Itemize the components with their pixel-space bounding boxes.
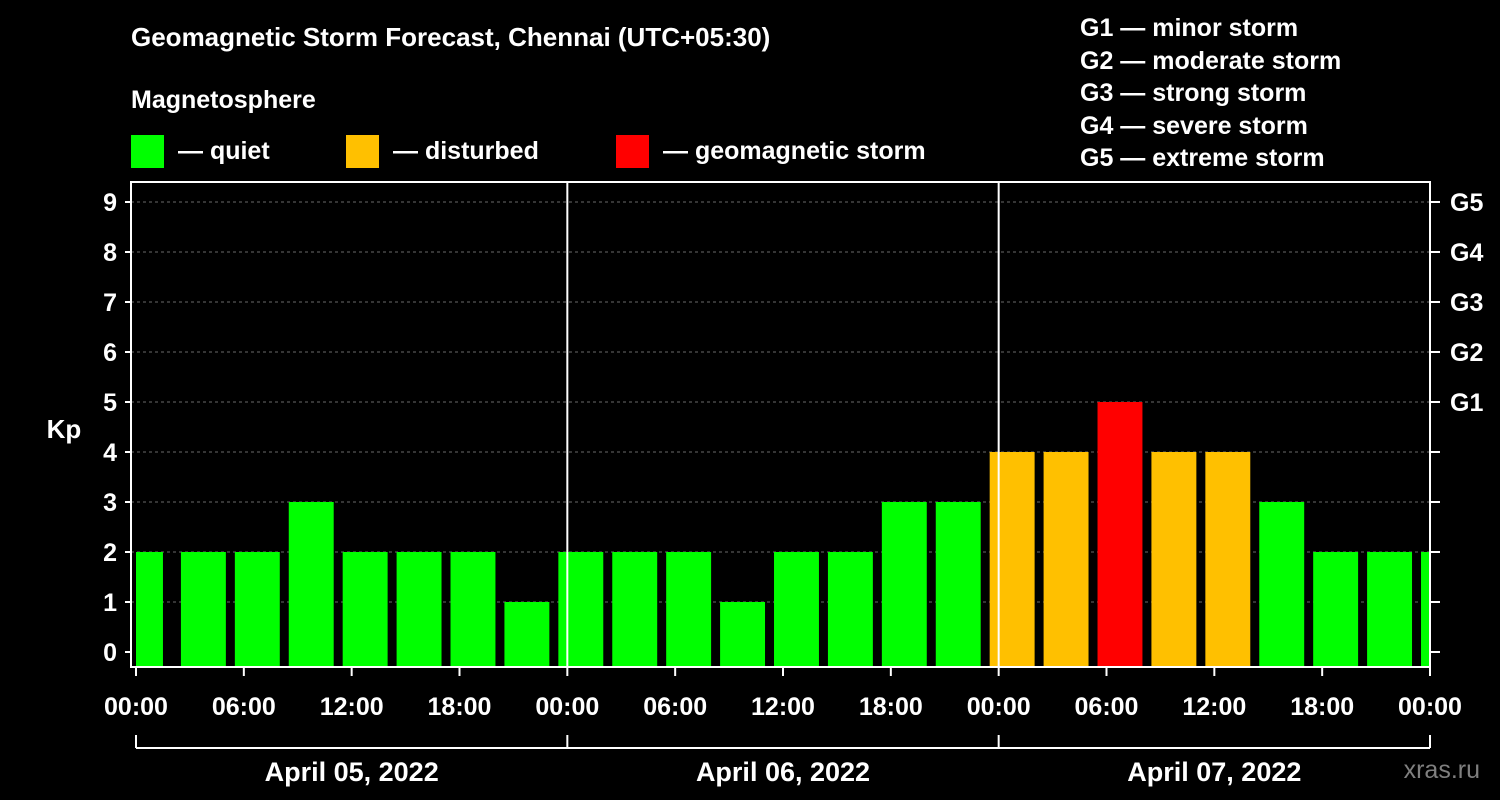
x-tick-label-3: 18:00	[428, 693, 492, 721]
kp-bar-14	[881, 502, 927, 667]
storm-scale-g2: G2 — moderate storm	[1080, 46, 1342, 75]
legend-item-disturbed: — disturbed	[346, 134, 539, 168]
legend-label-disturbed: — disturbed	[393, 136, 539, 165]
x-tick-label-7: 18:00	[859, 693, 923, 721]
kp-bar-20	[1205, 452, 1251, 667]
kp-bar-7	[504, 602, 550, 667]
x-tick-label-1: 06:00	[212, 693, 276, 721]
day-label-0: April 05, 2022	[265, 757, 439, 787]
kp-bar-4	[342, 552, 388, 667]
y-tick-label-5: 5	[103, 389, 117, 417]
y-tick-label-1: 1	[103, 589, 117, 617]
kp-bar-15	[935, 502, 981, 667]
magnetosphere-legend-title: Magnetosphere	[131, 86, 316, 114]
legend-swatch-quiet	[131, 134, 164, 168]
y-tick-label-3: 3	[103, 489, 117, 517]
storm-scale-g4: G4 — severe storm	[1080, 111, 1308, 140]
x-tick-label-4: 00:00	[535, 693, 599, 721]
chart-title: Geomagnetic Storm Forecast, Chennai (UTC…	[131, 22, 771, 52]
x-tick-label-9: 06:00	[1075, 693, 1139, 721]
kp-bar-18	[1097, 402, 1143, 667]
kp-bar-16	[989, 452, 1035, 667]
right-axis-label-g4: G4	[1450, 239, 1483, 267]
day-label-2: April 07, 2022	[1127, 757, 1301, 787]
kp-bar-11	[720, 602, 766, 667]
x-tick-label-8: 00:00	[967, 693, 1031, 721]
x-tick-label-0: 00:00	[104, 693, 168, 721]
y-tick-label-7: 7	[103, 289, 117, 317]
kp-bar-5	[396, 552, 442, 667]
storm-scale-g3: G3 — strong storm	[1080, 79, 1307, 107]
right-axis-label-g3: G3	[1450, 289, 1483, 317]
x-tick-label-10: 12:00	[1182, 693, 1246, 721]
right-axis-label-g1: G1	[1450, 389, 1483, 417]
legend-label-quiet: — quiet	[178, 136, 270, 165]
kp-bar-24	[1421, 552, 1430, 667]
legend-label-storm: — geomagnetic storm	[663, 136, 926, 165]
legend-item-storm: — geomagnetic storm	[616, 134, 926, 168]
kp-bar-10	[666, 552, 712, 667]
legend-swatch-disturbed	[346, 134, 379, 168]
x-tick-label-2: 12:00	[320, 693, 384, 721]
x-tick-label-5: 06:00	[643, 693, 707, 721]
y-tick-label-8: 8	[103, 239, 117, 267]
kp-bar-21	[1259, 502, 1305, 667]
storm-scale-g1: G1 — minor storm	[1080, 14, 1299, 42]
x-tick-label-6: 12:00	[751, 693, 815, 721]
y-axis-label: Kp	[47, 414, 82, 444]
kp-bar-6	[450, 552, 496, 667]
storm-scale-g5: G5 — extreme storm	[1080, 144, 1325, 172]
kp-bar-23	[1367, 552, 1413, 667]
kp-bar-13	[827, 552, 873, 667]
kp-bar-8	[558, 552, 604, 667]
legend-swatch-storm	[616, 134, 649, 168]
kp-bar-17	[1043, 452, 1089, 667]
y-tick-label-4: 4	[103, 439, 117, 467]
kp-bar-9	[612, 552, 658, 667]
legend-item-quiet: — quiet	[131, 134, 270, 168]
x-tick-label-11: 18:00	[1290, 693, 1354, 721]
day-label-1: April 06, 2022	[696, 757, 870, 787]
x-tick-label-12: 00:00	[1398, 693, 1462, 721]
kp-bar-3	[288, 502, 334, 667]
kp-bar-19	[1151, 452, 1197, 667]
y-tick-label-2: 2	[103, 539, 117, 567]
y-tick-label-0: 0	[103, 639, 117, 667]
kp-bar-1	[180, 552, 226, 667]
kp-bar-0	[136, 552, 163, 667]
right-axis-label-g2: G2	[1450, 339, 1483, 367]
kp-bar-12	[774, 552, 819, 667]
right-axis-label-g5: G5	[1450, 189, 1483, 217]
y-tick-label-9: 9	[103, 189, 117, 217]
kp-bar-2	[234, 552, 280, 667]
storm-scale-legend: G1 — minor storm G2 — moderate storm G3 …	[1080, 12, 1341, 175]
watermark: xras.ru	[1403, 756, 1480, 784]
y-tick-label-6: 6	[103, 339, 117, 367]
plot-frame	[130, 181, 1431, 668]
kp-bar-22	[1313, 552, 1359, 667]
